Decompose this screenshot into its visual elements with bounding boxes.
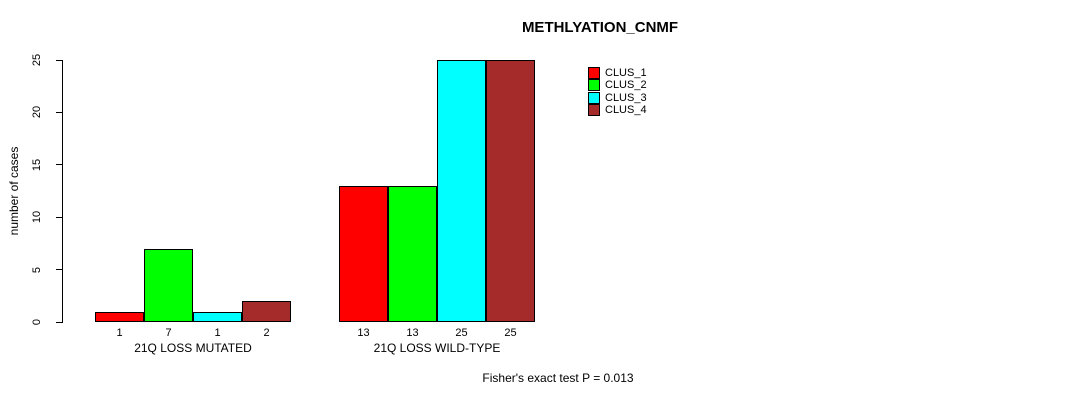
bar-value-label: 13 xyxy=(406,327,419,339)
y-tick-label: 25 xyxy=(31,53,43,67)
bar-value-label: 1 xyxy=(214,327,221,339)
y-tick-label: 15 xyxy=(31,158,43,171)
bar-clus_4-group1 xyxy=(242,301,291,322)
bar-clus_3-group2 xyxy=(437,60,486,322)
legend-swatch-clus_3 xyxy=(588,91,600,104)
chart-title: METHLYATION_CNMF xyxy=(521,19,679,36)
legend-swatch-clus_2 xyxy=(588,79,600,92)
y-tick-mark xyxy=(56,164,63,166)
y-tick-mark xyxy=(56,59,63,61)
y-axis-label: number of cases xyxy=(7,146,21,236)
legend-swatch-clus_4 xyxy=(588,104,600,117)
bar-value-label: 25 xyxy=(455,327,468,339)
bar-clus_2-group1 xyxy=(144,249,193,322)
group-label: 21Q LOSS MUTATED xyxy=(134,341,252,355)
y-axis-line xyxy=(62,60,63,323)
bar-value-label: 1 xyxy=(116,327,123,339)
legend-label-clus_2: CLUS_2 xyxy=(605,79,647,92)
bar-clus_4-group2 xyxy=(486,60,535,322)
bar-clus_3-group1 xyxy=(193,312,242,322)
y-tick-mark xyxy=(56,216,63,218)
y-tick-mark xyxy=(56,269,63,271)
y-tick-label: 20 xyxy=(31,106,43,119)
y-tick-label: 0 xyxy=(31,318,43,326)
legend-swatch-clus_1 xyxy=(588,67,600,79)
bar-value-label: 25 xyxy=(504,327,517,339)
group-label: 21Q LOSS WILD-TYPE xyxy=(373,341,501,355)
fisher-test-annotation: Fisher's exact test P = 0.013 xyxy=(482,371,634,385)
bar-clus_1-group1 xyxy=(95,312,144,322)
bar-value-label: 7 xyxy=(165,327,172,339)
y-tick-label: 10 xyxy=(31,211,43,224)
legend-label-clus_3: CLUS_3 xyxy=(605,91,647,104)
y-tick-mark xyxy=(56,111,63,113)
legend-label-clus_1: CLUS_1 xyxy=(605,67,647,79)
bar-clus_2-group2 xyxy=(388,186,437,322)
y-tick-label: 5 xyxy=(31,266,43,273)
bar-value-label: 13 xyxy=(357,327,370,339)
bar-clus_1-group2 xyxy=(339,186,388,322)
y-tick-mark xyxy=(56,321,63,323)
bar-value-label: 2 xyxy=(263,327,270,339)
legend-label-clus_4: CLUS_4 xyxy=(605,104,647,117)
